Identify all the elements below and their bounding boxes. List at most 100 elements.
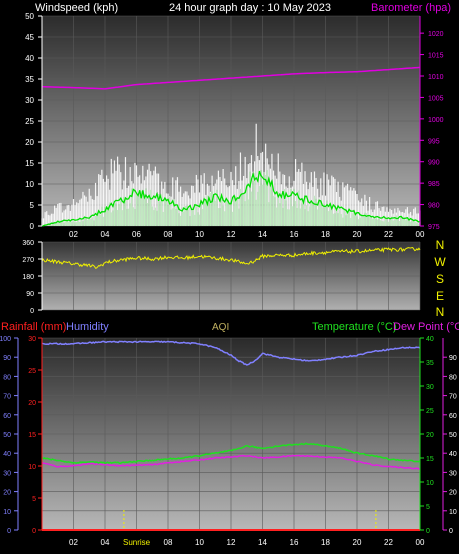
humidity-tick-label: 100: [0, 336, 11, 343]
x-tick-label: 04: [101, 538, 110, 547]
baro-tick-label: 980: [428, 203, 440, 210]
compass-e: E: [436, 289, 444, 303]
humidity-tick-label: 40: [3, 451, 11, 458]
x-tick-label: 20: [353, 230, 362, 239]
baro-tick-label: 975: [428, 224, 440, 231]
dew-tick-label: 60: [449, 413, 457, 420]
dew-tick-label: 30: [449, 470, 457, 477]
compass-s: S: [436, 272, 444, 286]
dewpoint-line: [41, 454, 421, 470]
x-tick-label: 00: [416, 538, 425, 547]
baro-tick-label: 995: [428, 138, 440, 145]
dew-tick-label: 10: [449, 509, 457, 516]
chart-title: 24 hour graph day : 10 May 2023: [169, 2, 331, 14]
barometer-line: [41, 66, 421, 90]
humidity-tick-label: 20: [3, 490, 11, 497]
y-tick-label: 15: [25, 159, 34, 168]
x-tick-label: 08: [164, 538, 173, 547]
compass-n-bottom: N: [436, 305, 445, 319]
x-tick-label: 10: [195, 538, 204, 547]
dew-tick-label: 80: [449, 374, 457, 381]
dewpoint-label: Dew Point (°C): [393, 321, 459, 333]
humidity-tick-label: 10: [3, 509, 11, 516]
x-tick-label: 00: [416, 230, 425, 239]
y-tick-label: 180: [22, 274, 34, 281]
wind-avg-line: [41, 170, 421, 227]
dew-tick-label: 90: [449, 355, 457, 362]
temperature-label: Temperature (°C): [312, 321, 396, 333]
y-tick-label: 0: [30, 308, 34, 315]
y-tick-label: 270: [22, 257, 34, 264]
y-tick-label: 45: [25, 33, 34, 42]
baro-tick-label: 990: [428, 160, 440, 167]
dew-tick-label: 70: [449, 394, 457, 401]
rain-tick-label: 0: [32, 528, 36, 535]
rainfall-label: Rainfall (mm): [1, 321, 66, 333]
baro-tick-label: 1000: [428, 117, 444, 124]
x-tick-label: 06: [132, 230, 141, 239]
baro-tick-label: 1015: [428, 53, 444, 60]
aqi-label: AQI: [212, 322, 229, 333]
temp-tick-label: 10: [426, 480, 434, 487]
humidity-label: Humidity: [66, 321, 109, 333]
dew-tick-label: 0: [449, 528, 453, 535]
sunrise-label: Sunrise: [123, 538, 151, 547]
rain-tick-label: 10: [28, 464, 36, 471]
x-tick-label: 08: [164, 230, 173, 239]
humidity-tick-label: 90: [3, 355, 11, 362]
y-tick-label: 50: [25, 12, 34, 21]
windspeed-axis-label: Windspeed (kph): [35, 2, 118, 14]
y-tick-label: 30: [25, 96, 34, 105]
compass-labels: N W S E N: [434, 238, 446, 319]
x-tick-label: 12: [227, 230, 236, 239]
x-tick-label: 22: [384, 538, 393, 547]
humidity-tick-label: 70: [3, 394, 11, 401]
x-tick-label: 14: [258, 230, 267, 239]
x-tick-label: 20: [353, 538, 362, 547]
y-tick-label: 20: [25, 138, 34, 147]
x-tick-label: 04: [101, 230, 110, 239]
temp-tick-label: 25: [426, 408, 434, 415]
humidity-tick-label: 30: [3, 470, 11, 477]
rain-tick-label: 30: [28, 336, 36, 343]
x-tick-label: 10: [195, 230, 204, 239]
rain-tick-label: 20: [28, 400, 36, 407]
x-tick-label: 12: [227, 538, 236, 547]
baro-tick-label: 1020: [428, 31, 444, 38]
x-tick-label: 14: [258, 538, 267, 547]
temperature-line: [41, 442, 421, 465]
humidity-tick-label: 60: [3, 413, 11, 420]
temp-tick-label: 0: [426, 528, 430, 535]
x-tick-label: 18: [321, 230, 330, 239]
y-tick-label: 10: [25, 180, 34, 189]
rain-tick-label: 25: [28, 368, 36, 375]
data-marks: [41, 66, 421, 531]
temp-tick-label: 40: [426, 336, 434, 343]
y-tick-label: 0: [30, 222, 35, 231]
y-tick-label: 40: [25, 54, 34, 63]
x-tick-label: 16: [290, 230, 299, 239]
rain-tick-label: 5: [32, 496, 36, 503]
y-tick-label: 5: [30, 201, 35, 210]
baro-tick-label: 1010: [428, 74, 444, 81]
x-tick-label: 22: [384, 230, 393, 239]
y-tick-label: 35: [25, 75, 34, 84]
humidity-tick-label: 80: [3, 374, 11, 381]
humidity-tick-label: 0: [7, 528, 11, 535]
barometer-axis-label: Barometer (hpa): [371, 2, 451, 14]
compass-w: W: [434, 255, 446, 269]
baro-tick-label: 1005: [428, 95, 444, 102]
rain-tick-label: 15: [28, 432, 36, 439]
temp-tick-label: 15: [426, 456, 434, 463]
x-tick-label: 02: [69, 538, 78, 547]
dew-tick-label: 20: [449, 490, 457, 497]
humidity-tick-label: 50: [3, 432, 11, 439]
temp-tick-label: 30: [426, 384, 434, 391]
y-tick-label: 360: [22, 240, 34, 247]
temp-tick-label: 35: [426, 360, 434, 367]
dew-tick-label: 40: [449, 451, 457, 458]
temp-tick-label: 5: [426, 504, 430, 511]
baro-tick-label: 985: [428, 181, 440, 188]
